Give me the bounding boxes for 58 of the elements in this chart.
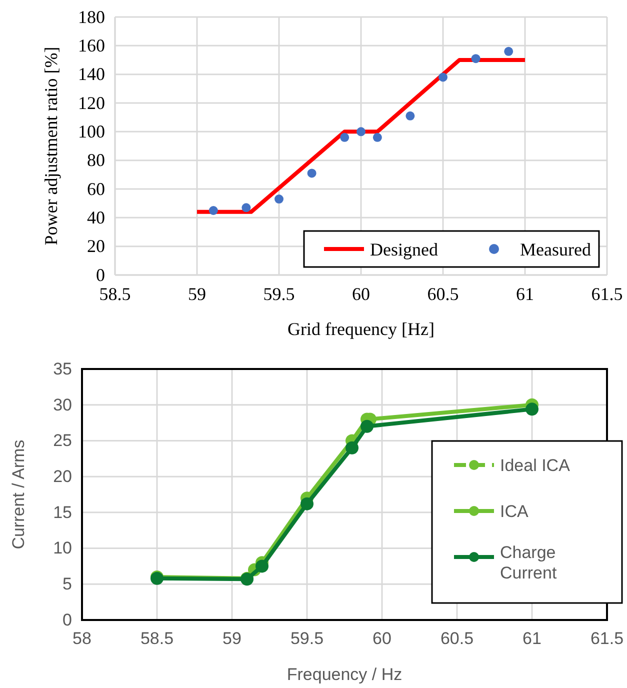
- legend-label: Charge Current: [500, 542, 557, 582]
- y-tick-label: 0: [96, 264, 105, 285]
- y-tick-label: 10: [53, 538, 72, 558]
- point: [340, 132, 350, 142]
- point: [406, 111, 415, 120]
- y-tick-label: 100: [78, 121, 105, 142]
- point: [504, 46, 514, 56]
- y-tick-label: 20: [87, 236, 105, 256]
- y-tick-label: 180: [78, 6, 105, 27]
- point: [256, 560, 268, 573]
- x-tick-label: 60: [372, 629, 392, 648]
- x-tick-label: 61: [522, 629, 542, 648]
- y-tick-label: 0: [62, 610, 72, 630]
- point: [360, 420, 374, 433]
- y-tick-label: 35: [53, 359, 72, 378]
- legend-label: ICA: [500, 502, 529, 521]
- y-axis-title: Power adjustment ratio [%]: [41, 46, 61, 246]
- y-tick-label: 60: [87, 178, 105, 199]
- point: [526, 402, 538, 416]
- point: [242, 203, 251, 212]
- x-tick-label: 58.5: [140, 629, 174, 648]
- y-tick-label: 30: [53, 395, 72, 414]
- x-axis-title: Grid frequency [Hz]: [288, 319, 434, 339]
- x-tick-label: 61.5: [591, 284, 623, 304]
- y-tick-label: 25: [53, 431, 72, 450]
- x-tick-label: 59: [188, 284, 206, 304]
- legend-label: Designed: [370, 239, 438, 260]
- x-tick-label: 59.5: [263, 284, 295, 304]
- x-tick-label: 61: [516, 284, 534, 304]
- x-tick-label: 60.5: [427, 284, 459, 304]
- legend-label: Ideal ICA: [500, 456, 571, 475]
- x-tick-label: 59.5: [290, 629, 324, 648]
- x-axis-title: Frequency / Hz: [286, 665, 402, 684]
- x-tick-label: 60.5: [440, 629, 474, 648]
- x-tick-label: 61.5: [590, 629, 624, 648]
- y-tick-label: 40: [87, 207, 105, 228]
- point: [372, 132, 382, 142]
- x-tick-label: 58.5: [99, 284, 131, 304]
- y-tick-label: 140: [78, 64, 105, 84]
- y-tick-label: 80: [87, 150, 105, 170]
- point: [346, 441, 358, 454]
- point: [356, 127, 366, 136]
- legend-label: Measured: [520, 239, 591, 260]
- point: [471, 54, 480, 64]
- point: [274, 194, 284, 204]
- point: [300, 497, 314, 510]
- y-tick-label: 5: [62, 574, 72, 594]
- y-tick-label: 120: [78, 92, 105, 113]
- x-tick-label: 59: [222, 629, 242, 648]
- x-tick-label: 60: [352, 284, 370, 304]
- y-tick-label: 160: [78, 35, 105, 56]
- point: [208, 206, 218, 215]
- point: [438, 72, 448, 82]
- point: [307, 168, 316, 178]
- y-tick-label: 15: [53, 502, 72, 522]
- y-tick-label: 20: [53, 467, 72, 486]
- y-axis-title: Current / Arms: [9, 440, 28, 550]
- x-tick-label: 58: [72, 629, 92, 648]
